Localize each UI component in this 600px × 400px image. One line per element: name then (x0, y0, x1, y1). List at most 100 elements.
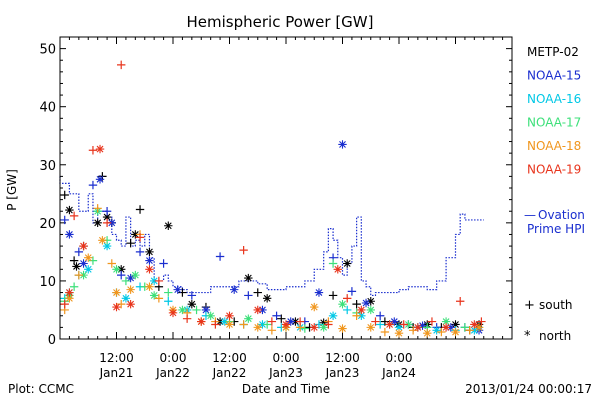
data-point-south (267, 326, 277, 335)
ovation-hpi-line (59, 176, 484, 297)
plot-frame (59, 36, 513, 340)
data-point-south (164, 297, 173, 306)
data-point-south (60, 215, 69, 225)
data-point-south (60, 190, 69, 200)
data-point-south (408, 326, 418, 335)
data-point-north (145, 247, 154, 257)
x-tick-date-label: Jan23 (268, 366, 303, 380)
data-point-south (343, 294, 352, 303)
data-point-north (79, 270, 88, 280)
data-point-south (117, 270, 126, 280)
data-point-north (93, 218, 102, 228)
legend: METP-02 NOAA-15 NOAA-16 NOAA-17 NOAA-18 NOAA-… (524, 45, 585, 344)
data-point-north (164, 221, 173, 230)
data-point-north (244, 314, 253, 323)
data-point-north (112, 302, 121, 312)
data-point-south (314, 320, 324, 329)
data-point-south (126, 238, 135, 248)
data-point-south (347, 287, 357, 296)
legend-entry: NOAA-17 (527, 116, 581, 130)
data-point-south (437, 327, 446, 337)
data-point-north (131, 270, 140, 280)
data-point-north (413, 323, 423, 332)
data-point-south (164, 288, 173, 297)
data-point-north (197, 317, 206, 326)
data-point-north (206, 311, 215, 320)
data-point-south (102, 218, 112, 228)
data-point-north (314, 288, 324, 297)
data-point-south (295, 317, 305, 326)
data-point-north (286, 317, 295, 326)
data-point-north (338, 299, 347, 309)
data-point-north (333, 265, 342, 274)
data-point-north (423, 328, 432, 338)
data-point-north (451, 327, 460, 337)
data-point-north (220, 317, 229, 326)
data-point-north (145, 265, 154, 274)
data-point-south (187, 291, 197, 300)
data-point-north (201, 305, 211, 315)
data-point-south (371, 317, 380, 326)
x-axis-label: Date and Time (242, 382, 330, 396)
data-point-south (375, 320, 385, 329)
data-point-north (65, 230, 74, 239)
data-point-south (88, 146, 98, 155)
data-point-north (404, 320, 413, 329)
data-point-south (135, 247, 145, 257)
data-point-north (121, 294, 131, 303)
data-point-south (375, 311, 385, 320)
data-point-north (126, 285, 135, 294)
y-tick-label: 20 (39, 217, 56, 232)
data-point-south (380, 327, 390, 337)
y-tick-label: 10 (39, 275, 56, 290)
y-tick-label: 50 (39, 43, 56, 58)
data-point-north (366, 297, 375, 306)
data-point-north (95, 175, 105, 184)
data-point-north (338, 324, 347, 333)
data-point-south (88, 256, 98, 265)
data-point-south (215, 252, 225, 261)
data-point-south (239, 245, 248, 255)
data-point-south (93, 204, 102, 213)
data-point-north (253, 305, 262, 315)
data-point-north (470, 326, 479, 335)
data-point-north (328, 311, 338, 320)
data-point-north (79, 259, 88, 268)
data-point-south (135, 233, 145, 242)
data-point-north (72, 262, 81, 271)
data-point-north (168, 308, 178, 318)
data-point-north (145, 256, 154, 265)
data-point-north (215, 317, 225, 326)
data-point-north (474, 323, 484, 332)
data-point-north (470, 320, 479, 329)
data-point-north (230, 285, 239, 294)
data-point-north (394, 328, 404, 338)
chart-title: Hemispheric Power [GW] (187, 13, 374, 31)
data-point-south (69, 211, 79, 221)
data-point-south (60, 299, 69, 309)
y-axis-label: P [GW] (5, 169, 19, 211)
data-point-north (173, 285, 182, 294)
data-point-north (65, 288, 74, 297)
data-point-north (95, 144, 105, 154)
data-point-north (65, 205, 74, 215)
data-point-north (291, 317, 300, 326)
data-point-south (277, 314, 286, 323)
data-point-north (107, 218, 116, 228)
data-point-south (211, 320, 220, 329)
data-point-south (107, 259, 116, 268)
data-point-south (117, 60, 126, 70)
data-point-north (357, 305, 366, 315)
legend-entry: NOAA-19 (527, 163, 581, 177)
x-tick-date-label: Jan24 (381, 366, 416, 380)
data-point-south (159, 259, 168, 268)
data-point-north (98, 236, 107, 245)
data-point-north (418, 321, 427, 330)
data-point-north (253, 323, 262, 332)
data-point-north (102, 241, 112, 251)
data-point-south (253, 288, 262, 297)
data-point-north (366, 305, 375, 315)
data-point-south (328, 259, 338, 268)
data-point-south (477, 317, 486, 326)
